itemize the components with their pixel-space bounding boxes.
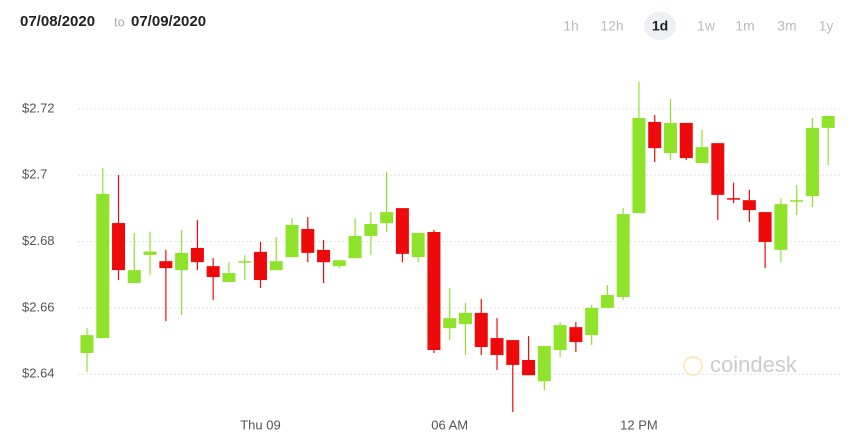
candle-body <box>742 200 756 211</box>
candle-body <box>80 335 94 353</box>
candle-body <box>632 117 646 214</box>
candle-body <box>616 214 630 297</box>
candle-body <box>285 225 299 258</box>
candle-body <box>474 312 488 348</box>
y-tick-label: $2.72 <box>22 100 55 115</box>
candle-body <box>380 212 394 224</box>
y-tick-label: $2.7 <box>22 167 47 182</box>
date-to: 07/09/2020 <box>131 13 206 30</box>
candle-body <box>112 223 126 271</box>
candle-body <box>175 252 189 271</box>
candle-body <box>727 198 741 200</box>
y-tick-label: $2.64 <box>22 366 55 381</box>
candle-body <box>458 312 472 325</box>
candle-body <box>427 231 441 351</box>
candle-body <box>395 208 409 254</box>
candle-body <box>663 122 677 154</box>
range-button[interactable]: 3m <box>777 18 796 34</box>
candle-body <box>790 200 804 202</box>
range-selected-bg <box>644 12 676 40</box>
range-button[interactable]: 1w <box>697 18 716 34</box>
candle-body <box>96 193 110 339</box>
candle-body <box>301 229 315 253</box>
x-tick-label: 06 AM <box>431 417 468 432</box>
candle-body <box>238 261 252 263</box>
candle-body <box>411 232 425 258</box>
range-button[interactable]: 1h <box>563 18 579 34</box>
x-tick-label: 12 PM <box>620 417 658 432</box>
candle-body <box>269 261 283 271</box>
candle-body <box>553 325 567 351</box>
candle-body <box>569 327 583 343</box>
candle-body <box>711 143 725 195</box>
y-tick-label: $2.66 <box>22 299 55 314</box>
range-button[interactable]: 1m <box>735 18 754 34</box>
candle-body <box>774 204 788 250</box>
candle-body <box>758 212 772 242</box>
candle-body <box>695 147 709 164</box>
watermark-logo <box>683 356 703 376</box>
candle-body <box>821 115 835 128</box>
candle-body <box>253 251 267 281</box>
range-button[interactable]: 12h <box>600 18 623 34</box>
candle-body <box>805 127 819 197</box>
date-from: 07/08/2020 <box>20 13 95 30</box>
candle-body <box>522 359 536 376</box>
candle-body <box>648 121 662 149</box>
candle-body <box>159 261 173 269</box>
watermark: coindesk <box>710 352 798 377</box>
y-tick-label: $2.68 <box>22 233 55 248</box>
candle-body <box>222 273 236 283</box>
candle-body <box>348 235 362 259</box>
date-to-word: to <box>114 14 125 29</box>
candle-body <box>490 338 504 355</box>
range-button[interactable]: 1d <box>652 18 668 34</box>
candle-body <box>364 224 378 236</box>
x-tick-label: Thu 09 <box>240 417 280 432</box>
candle-body <box>679 122 693 159</box>
candle-body <box>585 307 599 336</box>
candle-body <box>506 340 520 365</box>
candle-body <box>332 260 346 267</box>
candle-body <box>537 346 551 382</box>
candle-body <box>206 266 220 278</box>
candle-body <box>127 270 141 284</box>
range-button[interactable]: 1y <box>819 18 834 34</box>
candle-body <box>317 249 331 263</box>
candle-body <box>143 251 157 255</box>
candle-body <box>443 318 457 329</box>
candle-body <box>600 294 614 308</box>
candle-body <box>190 247 204 263</box>
